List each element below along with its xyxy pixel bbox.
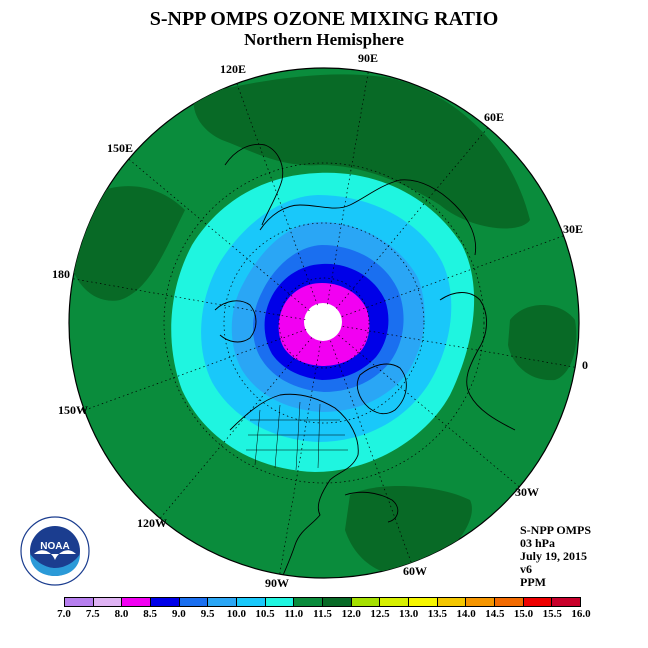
meridian-line xyxy=(338,334,520,488)
colorbar-tick-label: 10.0 xyxy=(226,608,246,620)
colorbar xyxy=(64,597,581,607)
patch-west xyxy=(70,186,185,301)
colorbar-swatch xyxy=(552,598,581,606)
meridian-line xyxy=(128,158,310,312)
colorbar-tick-label: 14.0 xyxy=(456,608,476,620)
coast-north-america xyxy=(229,393,359,578)
lon-label-150w: 150W xyxy=(58,403,88,417)
colorbar-swatch xyxy=(466,598,496,606)
colorbar-tick-label: 13.0 xyxy=(399,608,419,620)
colorbar-tick-label: 8.0 xyxy=(114,608,129,620)
colorbar-swatch xyxy=(208,598,238,606)
page-title: S-NPP OMPS OZONE MIXING RATIO xyxy=(149,8,499,30)
us-states xyxy=(246,401,348,471)
lon-label-90w: 90W xyxy=(265,576,289,590)
lon-label-150e: 150E xyxy=(107,141,134,155)
noaa-logo: NOAA xyxy=(20,516,90,586)
meridian-line xyxy=(341,235,564,317)
colorbar-tick-label: 15.0 xyxy=(513,608,534,620)
noaa-logo-text: NOAA xyxy=(40,541,69,552)
coast-alaska xyxy=(214,300,257,343)
info-block: S-NPP OMPS 03 hPa July 19, 2015 v6 PPM xyxy=(520,524,591,589)
polar-night-gap xyxy=(304,303,342,341)
meridian-line xyxy=(335,127,489,309)
colorbar-swatch xyxy=(409,598,438,606)
meridian-line xyxy=(326,71,369,305)
colorbar-tick-label: 11.5 xyxy=(313,608,332,620)
meridian-line xyxy=(84,329,307,411)
meridian-line xyxy=(330,340,412,563)
lon-label-120e: 120E xyxy=(220,62,247,76)
colorbar-tick-label: 11.0 xyxy=(284,608,304,620)
colorbar-tick-label: 8.5 xyxy=(143,608,158,620)
meridian-line xyxy=(236,83,318,306)
lon-label-120w: 120W xyxy=(137,516,167,530)
colorbar-tick-label: 9.0 xyxy=(172,608,186,620)
colorbar-tick-label: 7.0 xyxy=(57,608,71,620)
coast-east-asia xyxy=(224,143,284,226)
colorbar-swatch xyxy=(151,598,180,606)
meridian-line xyxy=(72,278,306,321)
lon-label-60w: 60W xyxy=(403,564,427,578)
colorbar-tick-label: 7.5 xyxy=(85,608,100,620)
meridian-line xyxy=(159,337,313,519)
coast-caribbean xyxy=(344,491,399,523)
info-units: PPM xyxy=(520,575,546,589)
colorbar-swatch xyxy=(437,598,467,606)
lon-label-0: 0 xyxy=(582,358,588,372)
coast-europe xyxy=(439,292,516,431)
lon-label-60e: 60E xyxy=(484,110,505,124)
colorbar-tick-label: 13.5 xyxy=(427,608,447,620)
info-date: July 19, 2015 xyxy=(520,549,588,563)
lon-label-90e: 90E xyxy=(358,51,379,65)
meridian-line xyxy=(342,325,576,368)
patch-east xyxy=(508,305,577,381)
coast-greenland xyxy=(356,363,407,414)
lon-label-30w: 30W xyxy=(515,485,539,499)
page-subtitle: Northern Hemisphere xyxy=(244,30,404,49)
info-instrument: S-NPP OMPS xyxy=(520,523,591,537)
ozone-contours xyxy=(171,172,475,472)
patch-north xyxy=(193,74,530,229)
meridian-line xyxy=(279,341,322,575)
lon-label-180: 180 xyxy=(52,267,70,281)
colorbar-swatch xyxy=(495,598,524,606)
lon-label-30e: 30E xyxy=(563,222,584,236)
colorbar-swatch xyxy=(237,598,266,606)
colorbar-swatch xyxy=(323,598,352,606)
colorbar-tick-label: 15.5 xyxy=(542,608,562,620)
colorbar-swatch xyxy=(351,598,381,606)
info-level: 03 hPa xyxy=(520,536,556,550)
meridians xyxy=(72,71,576,575)
colorbar-swatch xyxy=(294,598,324,606)
colorbar-ticks: 7.0 7.5 8.0 8.5 9.0 9.5 10.0 10.5 11.0 11.5 12.0 12… xyxy=(57,608,591,622)
colorbar-swatch xyxy=(265,598,295,606)
coast-asia xyxy=(259,179,477,256)
dark-green-patches xyxy=(70,74,577,576)
colorbar-swatch xyxy=(179,598,209,606)
colorbar-tick-label: 16.0 xyxy=(571,608,591,620)
colorbar-tick-label: 9.5 xyxy=(200,608,215,620)
colorbar-swatch xyxy=(65,598,94,606)
colorbar-swatch xyxy=(380,598,410,606)
colorbar-tick-label: 12.5 xyxy=(370,608,390,620)
coastlines xyxy=(214,143,516,578)
colorbar-tick-label: 14.5 xyxy=(485,608,505,620)
colorbar-swatch xyxy=(93,598,123,606)
colorbar-swatch xyxy=(523,598,553,606)
colorbar-swatch xyxy=(122,598,152,606)
info-version: v6 xyxy=(520,562,532,576)
latitude-circles xyxy=(163,162,485,484)
colorbar-tick-label: 12.0 xyxy=(341,608,361,620)
colorbar-tick-label: 10.5 xyxy=(255,608,275,620)
